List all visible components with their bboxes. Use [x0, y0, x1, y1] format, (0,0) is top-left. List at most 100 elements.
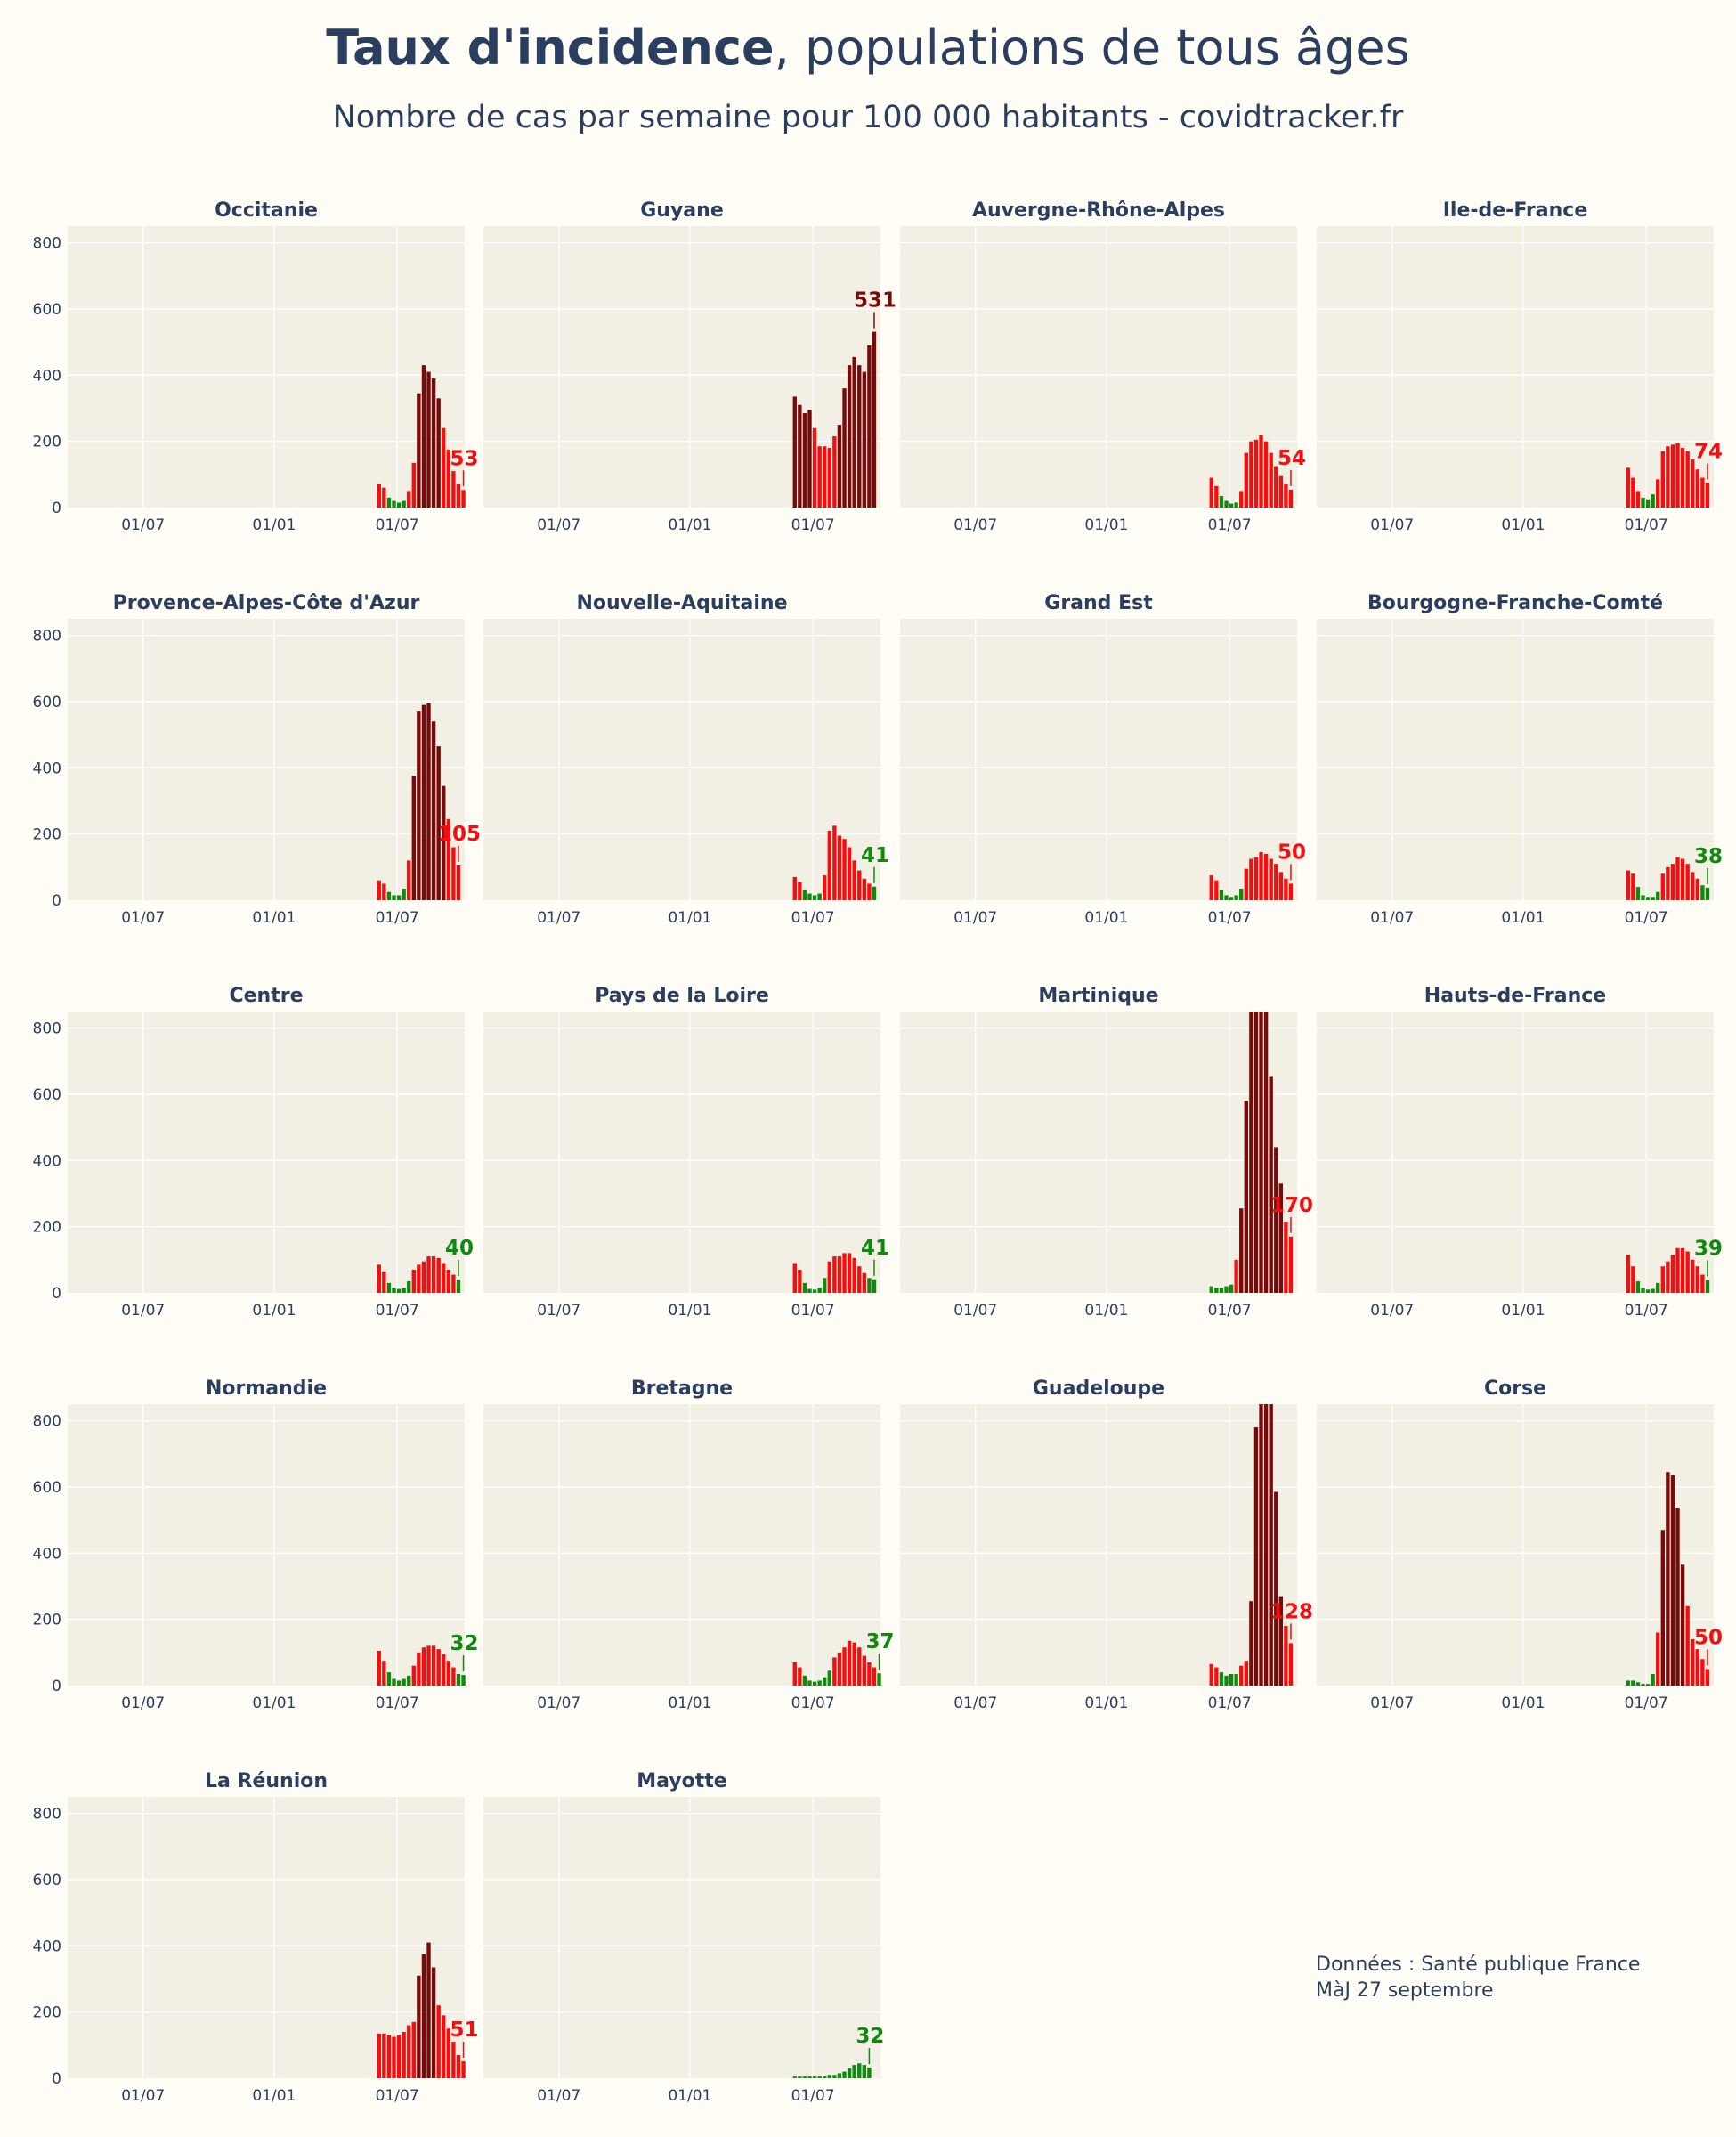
- plot-background: [900, 1012, 1297, 1293]
- last-value-label: 51: [450, 2019, 479, 2042]
- bar: [823, 875, 827, 900]
- bar: [402, 2031, 406, 2078]
- bar: [402, 1288, 406, 1293]
- bar: [852, 1642, 856, 1686]
- bar: [396, 502, 402, 508]
- bar: [396, 895, 402, 900]
- x-tick-label: 01/01: [1084, 1694, 1128, 1712]
- bar: [1626, 1680, 1630, 1686]
- bar: [1641, 895, 1645, 900]
- bar: [862, 2065, 867, 2078]
- panel-title: Provence-Alpes-Côte d'Azur: [113, 592, 420, 614]
- bar: [1660, 451, 1665, 508]
- bar: [867, 2068, 872, 2078]
- bar: [1691, 1638, 1695, 1686]
- bar: [442, 785, 446, 900]
- plot-background: [1317, 226, 1714, 508]
- bar: [862, 1655, 867, 1686]
- bar: [1656, 891, 1660, 900]
- bar: [1239, 888, 1244, 900]
- bar: [1253, 1427, 1259, 1686]
- bar: [837, 1256, 842, 1293]
- bar: [802, 413, 807, 508]
- bar: [1666, 1261, 1670, 1293]
- bar: [1685, 451, 1690, 508]
- y-tick-label: 200: [33, 2004, 61, 2022]
- bar: [807, 893, 812, 900]
- last-value-label: 74: [1694, 440, 1723, 463]
- bar: [872, 331, 877, 508]
- bar: [402, 500, 406, 508]
- bar: [827, 2075, 831, 2078]
- bar: [798, 1269, 802, 1293]
- last-value-label: 38: [1694, 845, 1723, 868]
- plot-background: [483, 619, 880, 900]
- last-value-label: 50: [1694, 1626, 1723, 1649]
- panel-title: Bretagne: [631, 1377, 733, 1400]
- y-tick-label: 800: [33, 628, 61, 646]
- footer: Données : Santé publique France MàJ 27 s…: [1316, 1952, 1640, 2003]
- bar: [842, 1253, 847, 1293]
- bar: [1244, 868, 1248, 900]
- bar: [421, 365, 426, 508]
- bar: [456, 483, 461, 508]
- bar: [1670, 864, 1675, 900]
- bar: [817, 893, 822, 900]
- x-tick-label: 01/07: [1370, 1694, 1414, 1712]
- x-tick-label: 01/07: [953, 1302, 997, 1320]
- x-tick-label: 01/01: [252, 1694, 296, 1712]
- bar: [1670, 1475, 1675, 1686]
- x-tick-label: 01/07: [537, 1694, 580, 1712]
- bar: [802, 1675, 807, 1686]
- bar: [436, 398, 441, 508]
- bar: [802, 890, 807, 900]
- y-tick-label: 800: [33, 1020, 61, 1038]
- panel-title: Ile-de-France: [1443, 199, 1588, 222]
- panel-title: Auvergne-Rhône-Alpes: [972, 199, 1225, 222]
- bar: [827, 1670, 831, 1686]
- x-tick-label: 01/01: [1084, 909, 1128, 927]
- bar: [1263, 441, 1269, 508]
- bar: [827, 448, 831, 508]
- panel-6: 41 Nouvelle-Aquitaine 01/07 01/01 01/07: [483, 592, 889, 927]
- bar: [446, 2028, 451, 2078]
- x-tick-label: 01/07: [953, 516, 997, 534]
- bar: [456, 865, 461, 900]
- panel-8: 38 Bourgogne-Franche-Comté 01/07 01/01 01/07: [1317, 592, 1723, 927]
- panel-9: 40 Centre 0 200 400 600 800 01/07 01/01 01/07: [33, 985, 474, 1320]
- x-tick-label: 01/07: [121, 1694, 165, 1712]
- bar: [386, 891, 392, 900]
- y-tick-label: 200: [33, 1612, 61, 1629]
- y-tick-label: 600: [33, 694, 61, 711]
- last-value-label: 53: [450, 447, 479, 470]
- x-tick-label: 01/07: [1208, 1302, 1252, 1320]
- bar: [792, 2076, 797, 2078]
- bar: [1209, 1663, 1213, 1686]
- bar: [1635, 1682, 1641, 1686]
- bar: [792, 1263, 797, 1293]
- x-tick-label: 01/07: [1370, 909, 1414, 927]
- bar: [1259, 1012, 1263, 1293]
- bar: [1641, 1288, 1645, 1293]
- bar: [802, 1282, 807, 1293]
- plot-background: [68, 1404, 465, 1686]
- bar: [417, 1975, 421, 2078]
- bar: [1274, 466, 1278, 508]
- bar: [1705, 887, 1710, 900]
- bar: [1675, 1508, 1680, 1686]
- bar: [1259, 852, 1263, 900]
- x-tick-label: 01/07: [376, 516, 419, 534]
- bar: [1269, 452, 1273, 508]
- bar: [1680, 448, 1685, 508]
- bar: [1645, 499, 1651, 508]
- bar: [456, 1280, 461, 1293]
- bar: [461, 2061, 466, 2078]
- bar: [417, 1264, 421, 1293]
- bar: [832, 1657, 837, 1686]
- x-tick-label: 01/07: [791, 2087, 835, 2105]
- bar: [1209, 477, 1213, 508]
- bar: [426, 1256, 431, 1293]
- bar: [1666, 1472, 1670, 1686]
- panel-15: 128 Guadeloupe 01/07 01/01 01/07: [900, 1377, 1313, 1712]
